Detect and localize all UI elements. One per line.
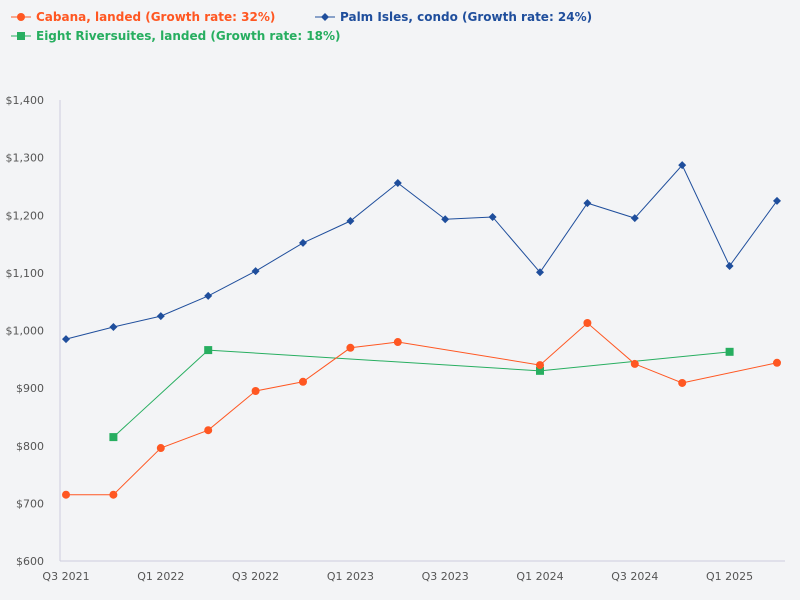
data-point — [251, 387, 260, 396]
y-tick-label: $1,200 — [6, 209, 45, 222]
data-point — [346, 217, 355, 226]
data-point — [725, 261, 734, 270]
y-tick-label: $900 — [16, 382, 44, 395]
data-point — [299, 238, 307, 247]
x-tick-label: Q3 2022 — [232, 570, 279, 583]
data-point — [536, 361, 544, 370]
square-marker-icon — [11, 32, 31, 40]
legend-label: Palm Isles, condo (Growth rate: 24%) — [340, 10, 593, 24]
data-point — [299, 377, 307, 386]
data-point — [630, 214, 639, 223]
x-tick-label: Q1 2025 — [706, 570, 753, 583]
x-tick-label: Q3 2023 — [422, 570, 469, 583]
legend-item-cabana[interactable]: Cabana, landed (Growth rate: 32%) — [10, 10, 275, 24]
legend-label: Eight Riversuites, landed (Growth rate: … — [36, 29, 341, 43]
x-tick-label: Q1 2023 — [327, 570, 374, 583]
data-point — [630, 359, 639, 368]
x-tick-label: Q1 2022 — [137, 570, 184, 583]
data-point — [536, 268, 544, 277]
y-tick-label: $700 — [16, 497, 44, 510]
data-point — [346, 343, 355, 352]
data-point — [109, 490, 118, 499]
diamond-marker-icon — [315, 13, 335, 21]
data-point — [62, 490, 70, 499]
legend-item-palm-isles[interactable]: Palm Isles, condo (Growth rate: 24%) — [314, 10, 592, 24]
y-tick-label: $1,100 — [6, 267, 45, 280]
x-tick-label: Q1 2024 — [516, 570, 563, 583]
x-tick-label: Q3 2021 — [42, 570, 89, 583]
y-tick-label: $800 — [16, 440, 44, 453]
data-point — [773, 358, 781, 367]
y-tick-label: $1,400 — [6, 94, 45, 107]
data-point — [441, 215, 450, 224]
data-point — [725, 347, 734, 356]
data-point — [773, 196, 781, 205]
data-point — [488, 212, 497, 221]
data-point — [62, 335, 70, 344]
y-tick-label: $1,000 — [6, 325, 45, 338]
data-point — [393, 178, 402, 187]
data-point — [678, 161, 687, 170]
data-point — [251, 267, 260, 276]
series-line-1 — [65, 164, 778, 340]
data-point — [204, 346, 213, 355]
legend-item-eight-riversuites[interactable]: Eight Riversuites, landed (Growth rate: … — [10, 29, 341, 43]
data-point — [393, 338, 402, 347]
series-line-0 — [66, 322, 778, 496]
data-point — [204, 291, 213, 300]
data-point — [109, 323, 118, 332]
data-point — [536, 366, 544, 375]
y-tick-label: $600 — [16, 555, 44, 568]
data-point — [109, 433, 118, 442]
data-point — [156, 444, 165, 453]
legend-label: Cabana, landed (Growth rate: 32%) — [36, 10, 276, 24]
x-tick-label: Q3 2024 — [611, 570, 658, 583]
data-point — [204, 426, 213, 435]
data-point — [156, 312, 165, 321]
y-tick-label: $1,300 — [6, 152, 45, 165]
data-point — [583, 199, 592, 208]
data-point — [583, 319, 592, 328]
data-point — [678, 378, 687, 387]
circle-marker-icon — [11, 13, 31, 21]
